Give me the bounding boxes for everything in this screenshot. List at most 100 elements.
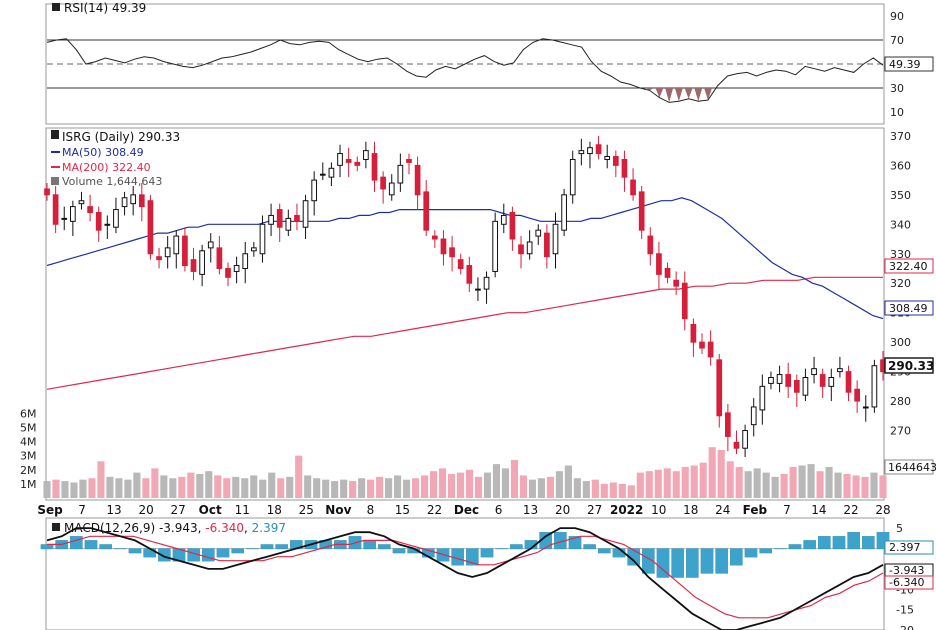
candle-body <box>492 220 499 272</box>
volume-bar <box>825 466 833 498</box>
candle-body <box>104 223 111 226</box>
candle-body <box>371 153 378 181</box>
volume-bar <box>663 468 671 498</box>
macd-hist-bar <box>759 548 772 554</box>
price-panel <box>45 127 885 501</box>
price-tick-label: 300 <box>890 336 911 349</box>
ma200-line <box>46 276 883 390</box>
candle-body <box>500 214 507 225</box>
candle-body <box>130 194 137 205</box>
x-axis-label: 22 <box>843 503 858 517</box>
candle-body <box>518 244 524 255</box>
volume-value-marker: 1644643 <box>884 459 936 475</box>
candle-body <box>52 194 59 225</box>
candle-body <box>78 200 85 205</box>
volume-bar <box>286 476 294 498</box>
candle-body <box>285 217 292 231</box>
x-axis-label: 20 <box>138 503 153 517</box>
macd-hist-bar <box>847 532 860 550</box>
candle-body <box>776 374 783 384</box>
candle-body <box>690 323 697 343</box>
candle-body <box>406 158 412 163</box>
x-axis-label: Sep <box>37 503 63 517</box>
volume-tick-label: 2M <box>20 464 37 477</box>
candle-body <box>225 267 231 278</box>
volume-bar <box>753 468 761 498</box>
candle-body <box>604 156 611 160</box>
candle-body <box>793 379 800 393</box>
x-axis-labels: Sep 7 13 20 27 Oct 11 18 25 Nov 8 15 22 Dec 6 13 20 27 202… <box>37 503 890 517</box>
macd-signal-line <box>47 535 884 619</box>
price-tick-label: 350 <box>890 189 911 202</box>
macd-hist-bar <box>216 548 230 558</box>
volume-bar <box>133 472 141 498</box>
macd-signal-text: -6.340 <box>205 521 244 535</box>
rsi-legend-swatch <box>52 3 60 11</box>
rsi-tick-label: 90 <box>890 10 904 23</box>
volume-bar <box>376 476 384 498</box>
macd-hist-bar <box>700 548 714 574</box>
volume-bar <box>465 469 474 498</box>
volume-bar <box>681 466 689 498</box>
volume-legend-icon <box>51 177 59 185</box>
ma50-legend: MA(50) 308.49 <box>62 146 144 159</box>
candle-body <box>44 188 50 196</box>
volume-bar <box>169 478 177 498</box>
price-tick-label: 340 <box>890 218 911 231</box>
volume-bar <box>699 462 707 498</box>
price-legend-swatch <box>51 130 59 139</box>
macd-tick-label: -15 <box>896 604 914 617</box>
ma50-value-marker: 308.49 <box>884 300 934 316</box>
candle-body <box>156 256 162 261</box>
candle-body <box>673 279 680 287</box>
price-tick-label: 360 <box>890 159 911 172</box>
candle-body <box>147 200 154 255</box>
macd-signal-marker: -6.340 <box>884 575 934 590</box>
macd-hist-bar <box>730 548 743 566</box>
volume-tick-label: 3M <box>20 450 37 463</box>
macd-hist-bar <box>583 544 596 550</box>
price-tick-label: 270 <box>890 425 911 438</box>
volume-bar <box>798 465 806 498</box>
ma200-legend: MA(200) 322.40 <box>62 161 151 174</box>
candle-body <box>190 259 197 272</box>
volume-bar <box>106 476 114 498</box>
candle-body <box>138 194 145 208</box>
volume-bar <box>627 485 635 498</box>
candle-body <box>311 179 318 202</box>
candle-body <box>95 212 102 231</box>
candle-body <box>768 377 774 384</box>
x-axis-label: 15 <box>395 503 410 517</box>
volume-bar <box>564 465 572 498</box>
volume-bar <box>79 479 87 498</box>
volume-bar <box>331 481 339 498</box>
volume-bar <box>852 475 860 498</box>
volume-bar <box>483 472 492 498</box>
candle-body <box>561 194 567 231</box>
volume-bar <box>205 471 213 498</box>
svg-text:308.49: 308.49 <box>889 302 928 315</box>
volume-bar <box>816 471 824 498</box>
svg-text:2.397: 2.397 <box>889 541 921 554</box>
candle-body <box>268 214 274 225</box>
volume-bar <box>762 472 770 498</box>
macd-hist-bar <box>480 548 494 558</box>
volume-bar <box>367 479 375 498</box>
volume-bar <box>690 465 698 498</box>
volume-bar <box>519 475 527 498</box>
macd-hist-bar <box>40 544 54 550</box>
volume-bar <box>241 478 249 498</box>
volume-bar <box>870 472 878 498</box>
x-axis-label: 24 <box>715 503 730 517</box>
ma50-line <box>46 197 884 320</box>
macd-panel <box>45 517 885 630</box>
candle-body <box>578 150 585 155</box>
volume-bar <box>591 479 599 498</box>
candle-body <box>423 191 430 231</box>
candle-body <box>811 368 817 376</box>
macd-hist-bar <box>363 540 376 550</box>
volume-bar <box>340 479 348 498</box>
volume-bar <box>223 478 231 498</box>
candle-body <box>587 147 593 155</box>
